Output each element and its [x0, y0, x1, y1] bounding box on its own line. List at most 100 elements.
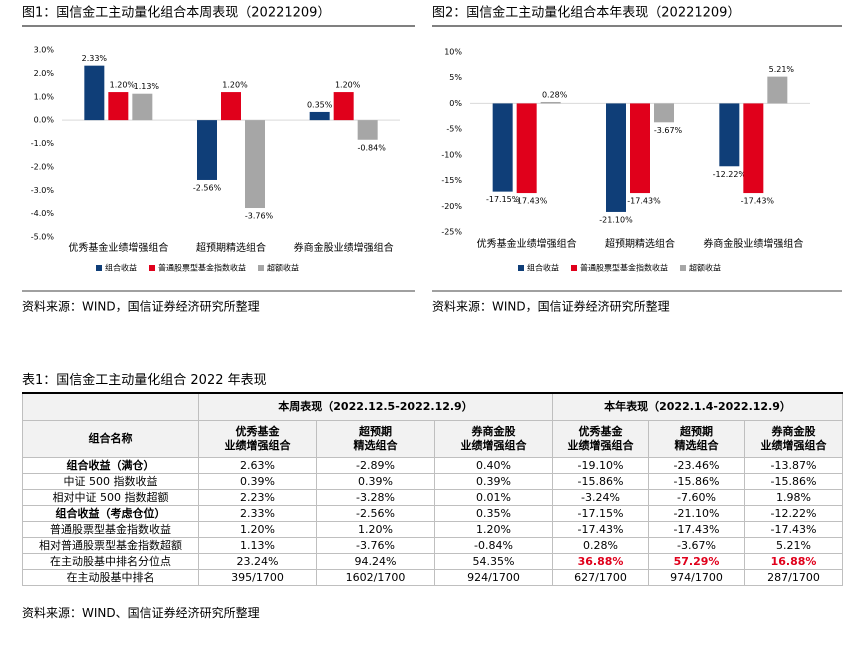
- table-cell: -17.43%: [552, 521, 650, 538]
- table-cell: 0.39%: [316, 473, 435, 490]
- row-label: 相对中证 500 指数超额: [22, 489, 199, 506]
- y-tick-label: -10%: [441, 150, 462, 159]
- source: 资料来源：WIND，国信证券经济研究所整理: [22, 299, 260, 314]
- legend-swatch: [258, 265, 264, 271]
- table-cell: 1.20%: [198, 521, 317, 538]
- table-row: 在主动股基中排名 395/1700 1602/1700 924/1700 627/170…: [22, 569, 844, 586]
- row-label: 中证 500 指数收益: [22, 473, 199, 490]
- x-tick-label: 超预期精选组合: [605, 237, 675, 250]
- table-cell: 627/1700: [552, 569, 650, 586]
- column-header: 优秀基金 业绩增强组合: [552, 420, 650, 458]
- table-row: 中证 500 指数收益 0.39% 0.39% 0.39% -15.86% -15.86%…: [22, 473, 844, 490]
- table-cell: -3.76%: [316, 537, 435, 554]
- table-cell: 974/1700: [648, 569, 746, 586]
- legend-swatch: [149, 265, 155, 271]
- row-label: 组合收益（考虑仓位）: [22, 505, 199, 522]
- value-label: -17.43%: [514, 197, 548, 206]
- table-cell: -15.86%: [744, 473, 844, 490]
- y-tick-label: -1.0%: [31, 139, 55, 148]
- table-cell: 1.20%: [316, 521, 435, 538]
- table-cell: 287/1700: [744, 569, 844, 586]
- legend-label: 超额收益: [689, 263, 721, 273]
- table-cell: 57.29%: [648, 553, 746, 570]
- legend-label: 超额收益: [267, 263, 299, 273]
- table-cell: 1.13%: [198, 537, 317, 554]
- row-label: 相对普通股票型基金指数超额: [22, 537, 199, 554]
- y-tick-label: 2.0%: [34, 69, 55, 78]
- table-cell: -13.87%: [744, 457, 844, 474]
- bar: [333, 92, 354, 121]
- bar: [516, 103, 537, 194]
- y-tick-label: 5%: [449, 73, 462, 82]
- row-label: 在主动股基中排名分位点: [22, 553, 199, 570]
- table-cell: 54.35%: [433, 553, 554, 570]
- column-header: 券商金股 业绩增强组合: [744, 420, 844, 458]
- y-tick-label: 1.0%: [34, 92, 55, 101]
- table-row: 普通股票型基金指数收益 1.20% 1.20% 1.20% -17.43% -17.43%…: [22, 521, 844, 538]
- x-tick-label: 优秀基金业绩增强组合: [477, 237, 577, 250]
- table-cell: 23.24%: [198, 553, 317, 570]
- value-label: 2.33%: [82, 54, 108, 63]
- bar: [132, 93, 153, 121]
- table-cell: -19.10%: [552, 457, 650, 474]
- table-cell: -17.43%: [648, 521, 746, 538]
- table-row: 相对中证 500 指数超额 2.23% -3.28% 0.01% -3.24% -7.60…: [22, 489, 844, 506]
- table-cell: -3.67%: [648, 537, 746, 554]
- table-cell: 1602/1700: [316, 569, 435, 586]
- y-tick-label: -5.0%: [31, 233, 55, 242]
- column-header: 超预期 精选组合: [648, 420, 746, 458]
- table-cell: 0.35%: [433, 505, 554, 522]
- x-tick-label: 优秀基金业绩增强组合: [68, 241, 168, 254]
- y-tick-label: 0%: [449, 99, 462, 108]
- chart-title: 图2：国信金工主动量化组合本年表现（20221209）: [432, 5, 740, 21]
- bar: [309, 111, 330, 121]
- column-header: 超预期 精选组合: [316, 420, 435, 458]
- table-cell: 0.01%: [433, 489, 554, 506]
- bar: [743, 103, 764, 194]
- value-label: -17.15%: [486, 195, 520, 204]
- table-cell: 0.39%: [198, 473, 317, 490]
- table-cell: -15.86%: [648, 473, 746, 490]
- y-tick-label: -2.0%: [31, 162, 55, 171]
- table-cell: 94.24%: [316, 553, 435, 570]
- row-label: 组合收益（满仓）: [22, 457, 199, 474]
- bar: [654, 103, 674, 123]
- table-cell: -17.15%: [552, 505, 650, 522]
- table-cell: 36.88%: [552, 553, 650, 570]
- y-tick-label: -20%: [441, 202, 462, 211]
- table-row: 在主动股基中排名分位点 23.24% 94.24% 54.35% 36.88% 57.29…: [22, 553, 844, 570]
- table-cell: 0.39%: [433, 473, 554, 490]
- table-cell: -3.28%: [316, 489, 435, 506]
- table-cell: 395/1700: [198, 569, 317, 586]
- table-cell: 0.28%: [552, 537, 650, 554]
- table-cell: -17.43%: [744, 521, 844, 538]
- table-cell: 1.98%: [744, 489, 844, 506]
- value-label: 1.20%: [222, 81, 248, 90]
- bar: [492, 103, 513, 192]
- y-tick-label: 0.0%: [34, 116, 55, 125]
- legend-swatch: [96, 265, 102, 271]
- value-label: 1.20%: [110, 81, 136, 90]
- table-cell: -0.84%: [433, 537, 554, 554]
- value-label: 0.35%: [307, 100, 333, 109]
- source: 资料来源：WIND、国信证券经济研究所整理: [22, 606, 260, 620]
- x-tick-label: 券商金股业绩增强组合: [703, 237, 803, 250]
- value-label: -17.43%: [627, 197, 661, 206]
- table-cell: -2.89%: [316, 457, 435, 474]
- bar: [197, 120, 217, 180]
- y-tick-label: -5%: [446, 125, 462, 134]
- column-header: 券商金股 业绩增强组合: [433, 420, 554, 458]
- bar: [245, 120, 265, 209]
- x-tick-label: 超预期精选组合: [196, 241, 266, 254]
- table-cell: -2.56%: [316, 505, 435, 522]
- table-cell: -21.10%: [648, 505, 746, 522]
- value-label: -2.56%: [193, 183, 222, 192]
- table-cell: 2.23%: [198, 489, 317, 506]
- table: 本周表现（2022.12.5-2022.12.9） 本年表现（2022.1.4-2…: [22, 392, 844, 586]
- legend-swatch: [680, 265, 686, 271]
- chart-title: 图1：国信金工主动量化组合本周表现（20221209）: [22, 5, 330, 21]
- table-title: 表1：国信金工主动量化组合 2022 年表现: [22, 373, 267, 388]
- legend-label: 组合收益: [105, 263, 137, 273]
- table-cell: -15.86%: [552, 473, 650, 490]
